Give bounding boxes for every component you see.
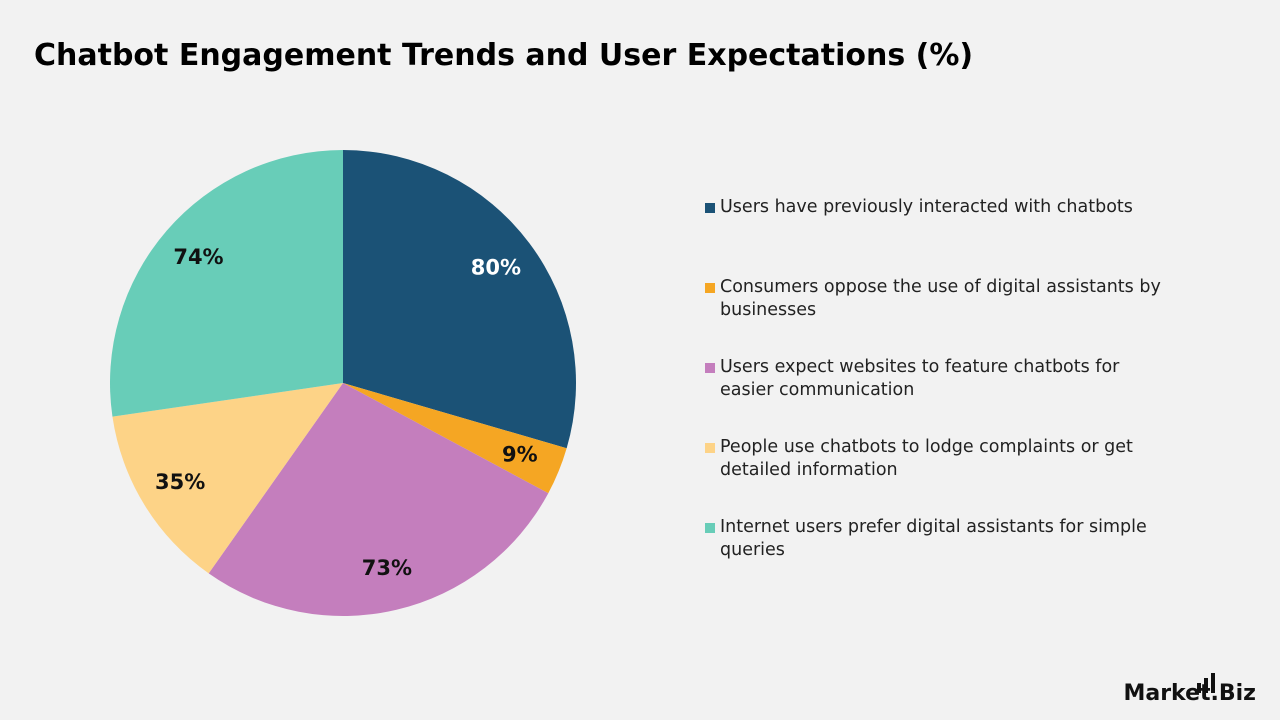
legend-label: Users have previously interacted with ch… <box>720 197 1133 217</box>
legend-swatch <box>705 363 715 373</box>
pie-slice <box>112 383 343 574</box>
pie-slice <box>208 383 549 616</box>
legend-label: Users expect websites to feature chatbot… <box>720 357 1120 400</box>
pie-slice <box>109 150 343 417</box>
pie-slice <box>343 383 567 494</box>
legend-item: Internet users prefer digital assistants… <box>705 516 1175 562</box>
data-label: 35% <box>155 470 205 494</box>
legend-item: Consumers oppose the use of digital assi… <box>705 276 1175 322</box>
legend-label: Consumers oppose the use of digital assi… <box>720 277 1161 320</box>
legend-item: Users have previously interacted with ch… <box>705 196 1175 219</box>
data-label: 9% <box>502 442 538 466</box>
data-label: 74% <box>173 245 223 269</box>
legend-swatch <box>705 283 715 293</box>
legend-swatch <box>705 523 715 533</box>
legend-item: Users expect websites to feature chatbot… <box>705 356 1175 402</box>
data-label: 73% <box>362 556 412 580</box>
data-label: 80% <box>471 255 521 279</box>
brand: Market.Biz <box>1123 681 1256 706</box>
legend-swatch <box>705 203 715 213</box>
brand-icon <box>1197 673 1215 693</box>
legend-label: People use chatbots to lodge complaints … <box>720 437 1133 480</box>
chart-title: Chatbot Engagement Trends and User Expec… <box>34 38 974 73</box>
pie-slice <box>343 150 576 449</box>
legend-label: Internet users prefer digital assistants… <box>720 517 1147 560</box>
legend-item: People use chatbots to lodge complaints … <box>705 436 1175 482</box>
legend-swatch <box>705 443 715 453</box>
